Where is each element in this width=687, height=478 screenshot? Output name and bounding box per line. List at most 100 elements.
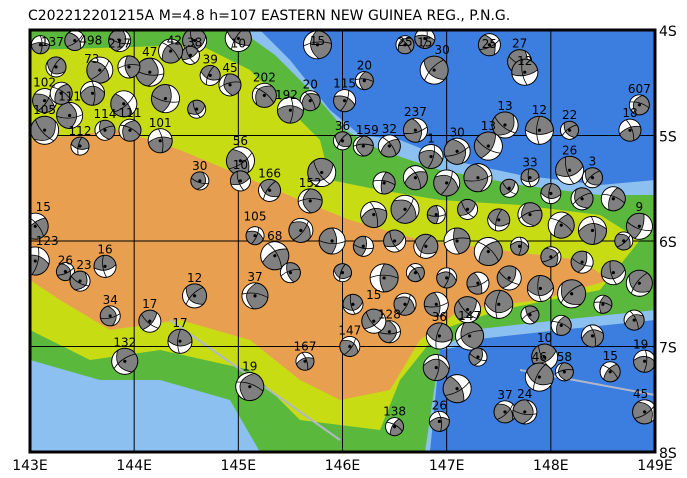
depth-label: 498 (79, 34, 102, 48)
beachball (299, 90, 321, 112)
beachball (303, 30, 332, 60)
depth-label: 15 (603, 349, 618, 363)
depth-label: 26 (432, 398, 447, 412)
depth-label: 114 (94, 107, 117, 121)
beachball (454, 296, 481, 324)
depth-label: 192 (275, 88, 298, 102)
depth-label: 217 (108, 37, 131, 51)
beachball (276, 96, 304, 124)
beachball (295, 351, 315, 371)
depth-label: 32 (382, 122, 397, 136)
beachball (369, 263, 399, 293)
depth-label: 42 (167, 33, 182, 47)
beachball (297, 188, 323, 214)
beachball (245, 226, 265, 246)
beachball (94, 119, 116, 141)
beachball (147, 128, 173, 154)
beachball (402, 117, 428, 143)
depth-label: 10 (233, 158, 248, 172)
beachball (86, 56, 114, 84)
beachball (342, 293, 364, 315)
depth-label: 20 (303, 78, 318, 92)
beachball (496, 265, 522, 291)
depth-label: 115 (333, 77, 356, 91)
gulf-of-papua (30, 380, 260, 452)
beachball (229, 170, 251, 192)
beachball (593, 294, 613, 314)
depth-label: 45 (633, 387, 648, 401)
beachball (150, 84, 180, 114)
beachball (547, 211, 575, 239)
beachball (422, 354, 450, 382)
beachball (625, 212, 653, 240)
beachball (333, 131, 352, 151)
depth-label: 68 (267, 229, 282, 243)
lon-tick-label: 149E (637, 458, 673, 474)
depth-label: 152 (299, 176, 322, 190)
beachball (426, 205, 446, 225)
depth-label: 1 (427, 132, 435, 146)
beachball (108, 30, 132, 53)
beachball (361, 308, 387, 334)
beachball (80, 80, 105, 106)
depth-label: 36 (432, 310, 447, 324)
beachball (473, 237, 503, 267)
depth-label: 159 (356, 123, 379, 137)
depth-label: 15 (310, 34, 325, 48)
beachball (110, 90, 138, 118)
depth-label: 33 (522, 156, 537, 170)
beachball (260, 241, 290, 271)
beachball (581, 324, 604, 348)
depth-label: 237 (404, 105, 427, 119)
beachball (493, 400, 517, 424)
beachball (333, 89, 357, 113)
beachball (600, 186, 626, 212)
beachball (385, 417, 405, 437)
beachball (428, 410, 450, 432)
beachball (288, 217, 314, 243)
beachball (554, 362, 574, 382)
beachball (499, 178, 519, 198)
beachball (352, 135, 374, 157)
depth-label: 25 (397, 35, 412, 49)
beachball (111, 347, 139, 375)
depth-label: 111 (119, 106, 142, 120)
depth-label: 13 (481, 119, 496, 133)
beachball (425, 322, 453, 350)
beachball (167, 328, 193, 354)
terrain (30, 30, 655, 452)
beachball (318, 227, 346, 255)
beachball (279, 262, 301, 284)
beachball (582, 167, 603, 189)
beachball (241, 282, 269, 310)
depth-label: 30 (192, 159, 207, 173)
beachball (477, 33, 501, 57)
depth-label: 12 (532, 103, 547, 117)
beachball (225, 146, 255, 176)
lat-tick-label: 4S (659, 24, 677, 40)
beachball (64, 30, 86, 52)
depth-label: 147 (458, 309, 481, 323)
beachball (258, 178, 282, 202)
depth-label: 15 (366, 288, 381, 302)
lon-tick-label: 144E (116, 458, 152, 474)
beachball (56, 101, 84, 129)
longitude-labels: 143E 144E 145E 146E 147E 148E 149E (12, 458, 673, 474)
beachball (540, 246, 562, 268)
beachball (484, 289, 514, 319)
depth-label: 167 (294, 339, 317, 353)
beachball (524, 362, 554, 392)
beachball (443, 137, 471, 165)
depth-label: 102 (33, 76, 56, 90)
beachball (633, 349, 655, 373)
beachball (372, 171, 396, 195)
beachball (30, 212, 49, 240)
depth-label: 18 (622, 106, 637, 120)
beachball (352, 235, 374, 257)
map-frame (28, 28, 657, 454)
depth-label: 9 (636, 200, 644, 214)
beachball (413, 233, 439, 259)
beachball (520, 305, 540, 325)
depth-label: 19 (633, 337, 648, 351)
depth-label: 123 (36, 234, 59, 248)
